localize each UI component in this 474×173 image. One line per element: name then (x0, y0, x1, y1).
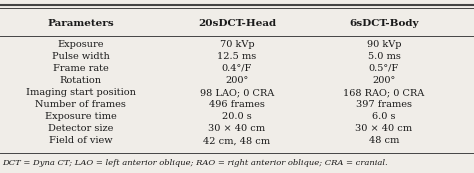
Text: Frame rate: Frame rate (53, 64, 109, 73)
Text: Number of frames: Number of frames (35, 100, 126, 109)
Text: 98 LAO; 0 CRA: 98 LAO; 0 CRA (200, 88, 274, 97)
Text: 20sDCT-Head: 20sDCT-Head (198, 19, 276, 28)
Text: 200°: 200° (225, 76, 249, 85)
Text: 90 kVp: 90 kVp (367, 40, 401, 49)
Text: 20.0 s: 20.0 s (222, 112, 252, 121)
Text: 168 RAO; 0 CRA: 168 RAO; 0 CRA (343, 88, 425, 97)
Text: 0.4°/F: 0.4°/F (222, 64, 252, 73)
Text: 200°: 200° (372, 76, 396, 85)
Text: 496 frames: 496 frames (209, 100, 265, 109)
Text: 48 cm: 48 cm (369, 136, 399, 145)
Text: Parameters: Parameters (47, 19, 114, 28)
Text: 70 kVp: 70 kVp (219, 40, 255, 49)
Text: DCT = Dyna CT; LAO = left anterior oblique; RAO = right anterior oblique; CRA = : DCT = Dyna CT; LAO = left anterior obliq… (2, 160, 388, 167)
Text: 397 frames: 397 frames (356, 100, 412, 109)
Text: 12.5 ms: 12.5 ms (218, 52, 256, 61)
Text: 6.0 s: 6.0 s (372, 112, 396, 121)
Text: 30 × 40 cm: 30 × 40 cm (209, 124, 265, 133)
Text: Exposure time: Exposure time (45, 112, 117, 121)
Text: Exposure: Exposure (57, 40, 104, 49)
Text: 6sDCT-Body: 6sDCT-Body (349, 19, 419, 28)
Text: 0.5°/F: 0.5°/F (369, 64, 399, 73)
Text: Rotation: Rotation (60, 76, 101, 85)
Text: Imaging start position: Imaging start position (26, 88, 136, 97)
Text: 5.0 ms: 5.0 ms (367, 52, 401, 61)
Text: Field of view: Field of view (49, 136, 112, 145)
Text: 42 cm, 48 cm: 42 cm, 48 cm (203, 136, 271, 145)
Text: Detector size: Detector size (48, 124, 113, 133)
Text: Pulse width: Pulse width (52, 52, 109, 61)
Text: 30 × 40 cm: 30 × 40 cm (356, 124, 412, 133)
